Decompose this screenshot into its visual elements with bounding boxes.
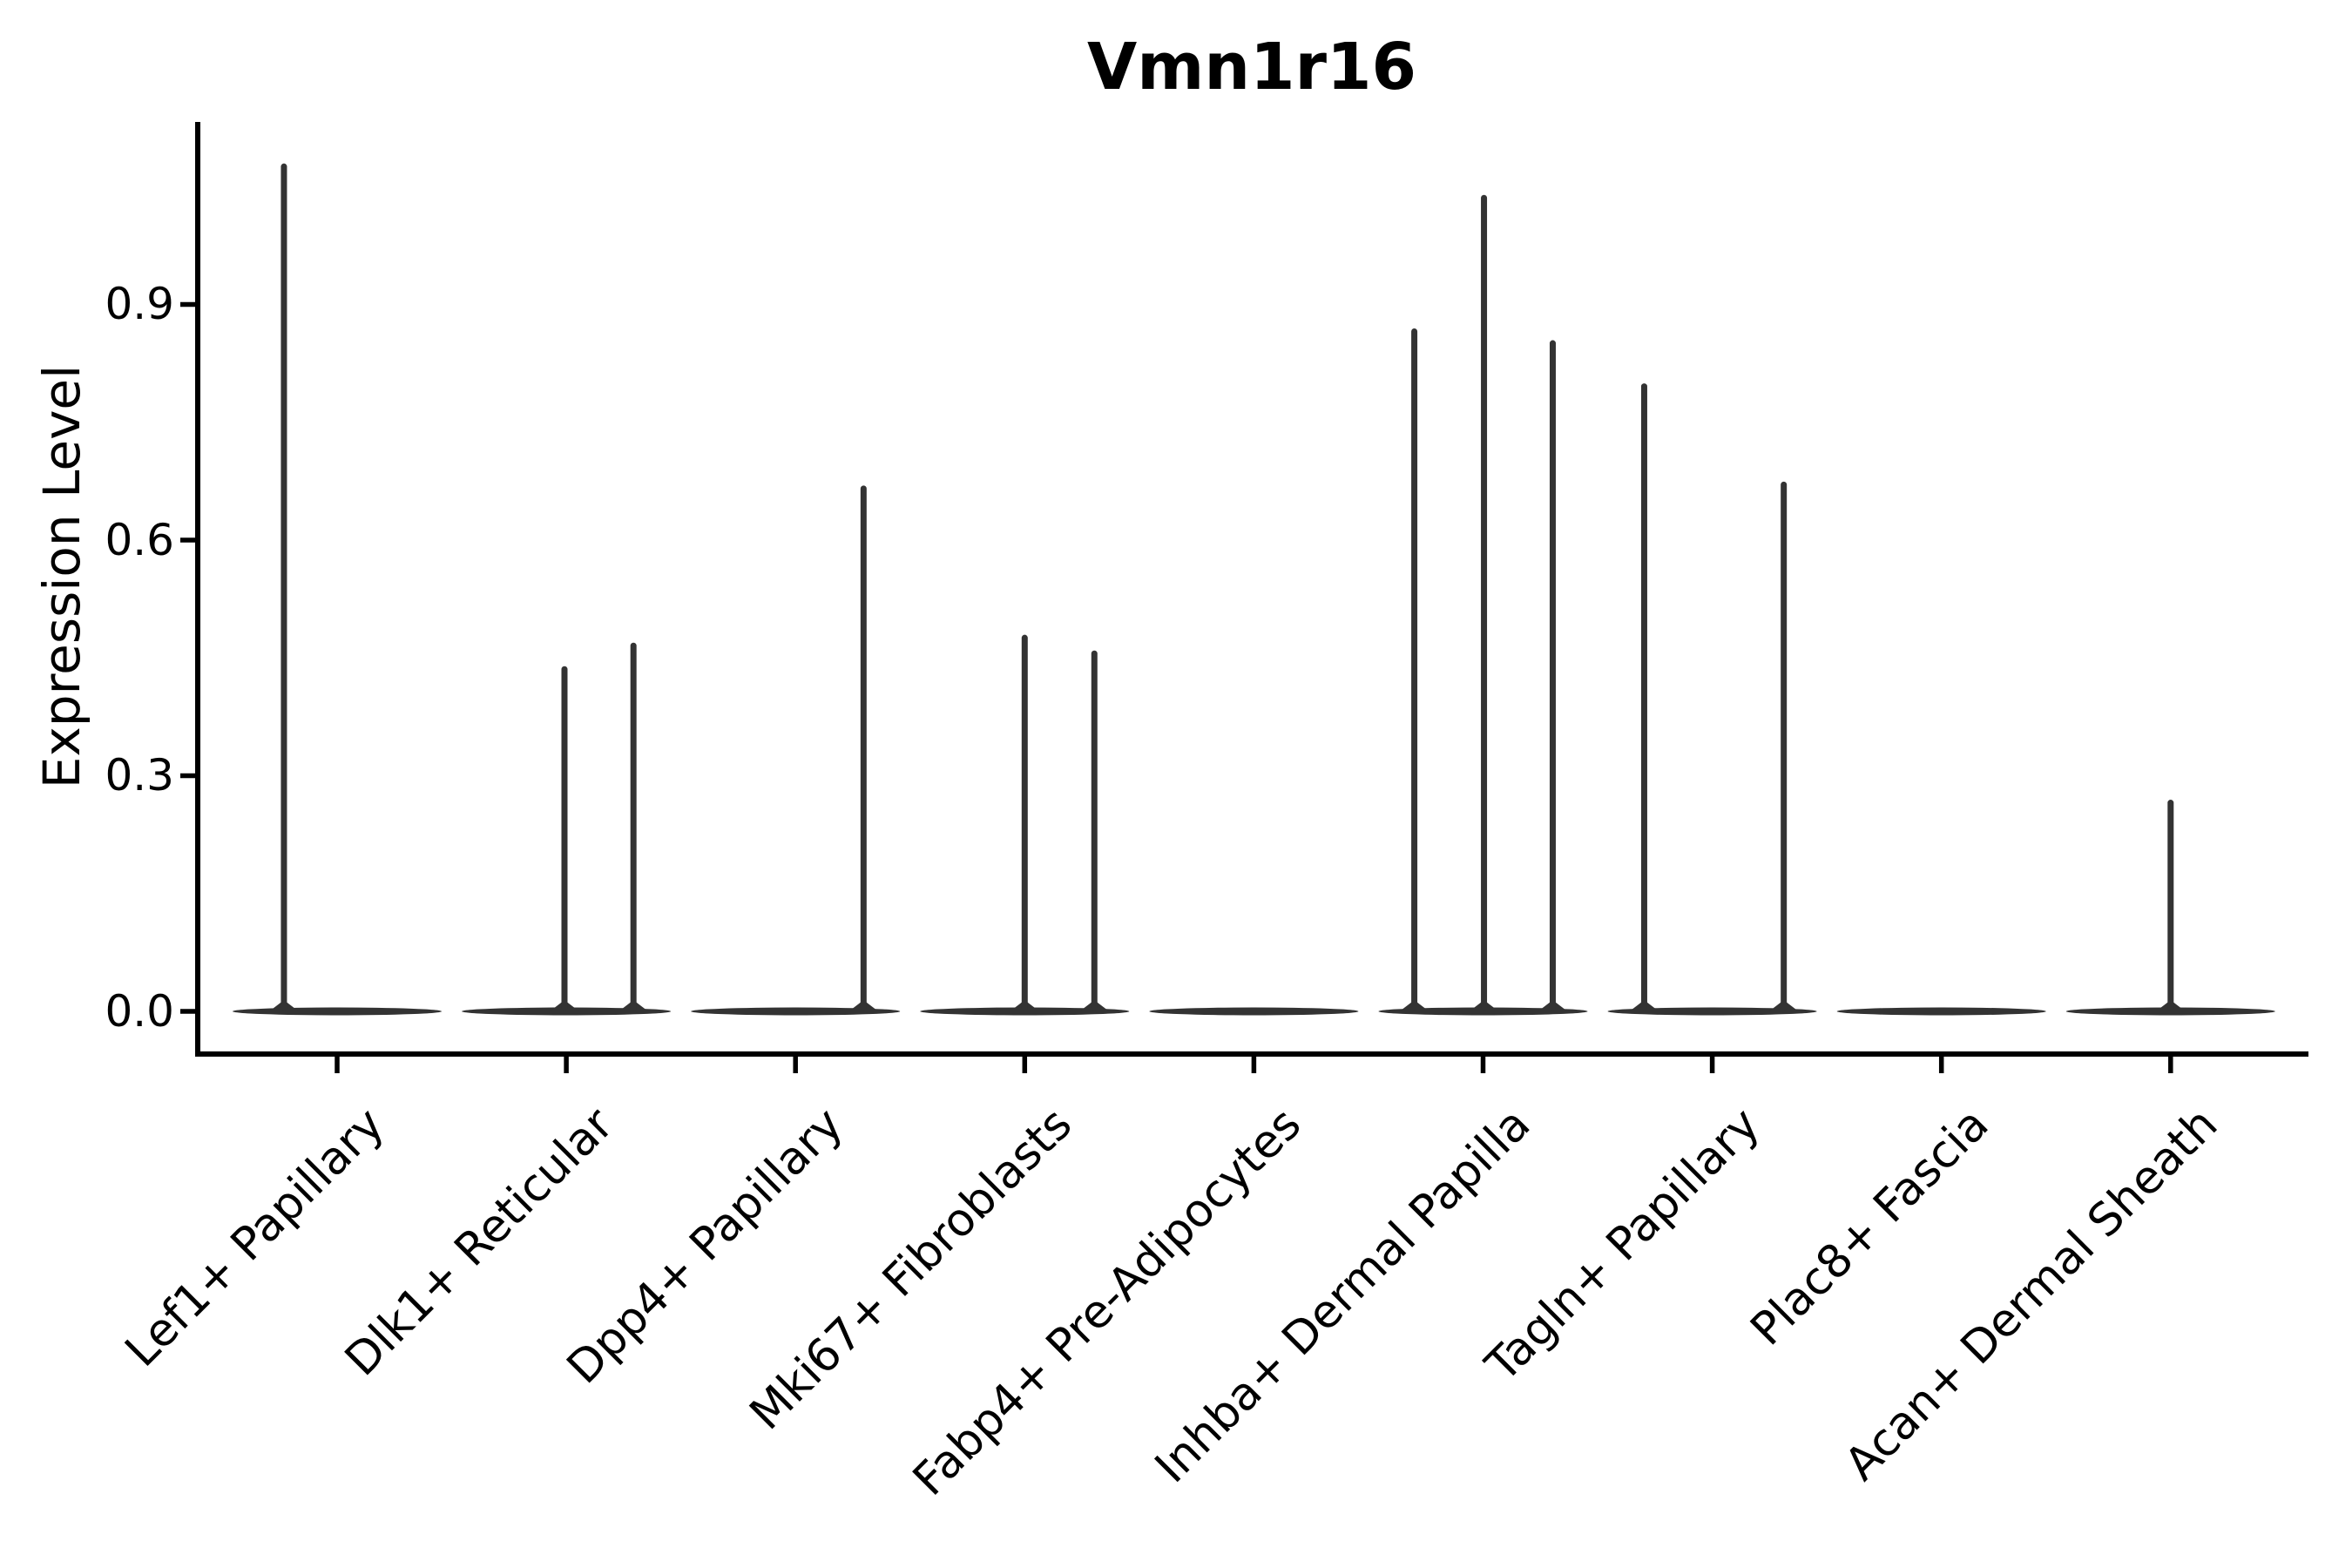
violin-baseline [1149, 1007, 1359, 1016]
y-tick-label: 0.0 [105, 986, 174, 1037]
chart-title: Vmn1r16 [1086, 30, 1417, 105]
violin-baseline [1607, 1007, 1817, 1016]
y-axis-label: Expression Level [32, 364, 91, 789]
violin-baseline [691, 1007, 901, 1016]
y-tick-label: 0.9 [105, 279, 174, 330]
y-tick-label: 0.6 [105, 514, 174, 565]
violin-baseline [233, 1007, 442, 1016]
y-tick-label: 0.3 [105, 750, 174, 801]
violin-baseline [1836, 1007, 2046, 1016]
